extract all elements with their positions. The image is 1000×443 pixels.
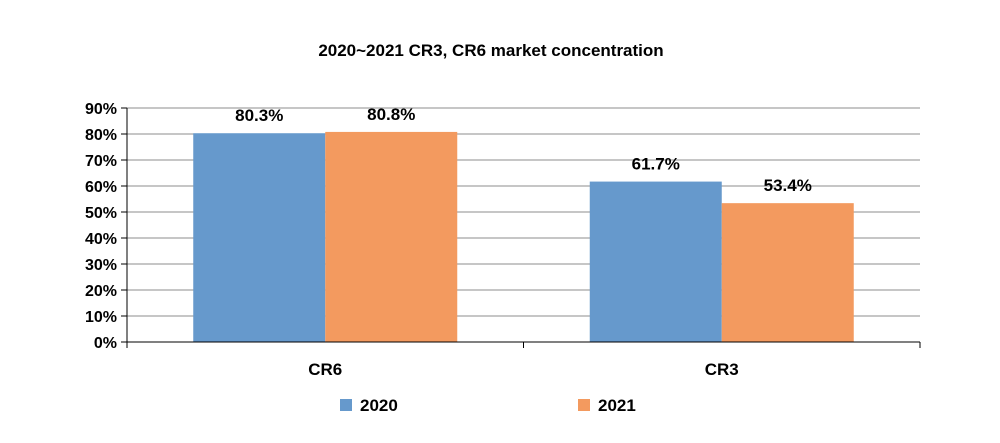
y-tick-label: 60% bbox=[85, 179, 117, 196]
category-label: CR6 bbox=[308, 360, 342, 379]
y-tick-label: 10% bbox=[85, 309, 117, 326]
y-tick-label: 80% bbox=[85, 127, 117, 144]
bar-2020-CR3 bbox=[589, 181, 722, 342]
chart-title: 2020~2021 CR3, CR6 market concentration bbox=[318, 41, 663, 60]
y-tick-label: 70% bbox=[85, 153, 117, 170]
data-label: 80.8% bbox=[367, 105, 415, 124]
legend: 2020 2021 bbox=[340, 396, 636, 415]
y-axis: 0% 10% 20% 30% 40% 50% 60% 70% 80% 90% bbox=[85, 101, 128, 352]
x-axis: CR6 CR3 bbox=[126, 341, 921, 379]
data-label: 61.7% bbox=[632, 155, 680, 174]
y-tick-label: 50% bbox=[85, 205, 117, 222]
bar-2021-CR6 bbox=[325, 131, 458, 342]
legend-label: 2020 bbox=[360, 396, 398, 415]
legend-swatch-2020 bbox=[340, 399, 352, 411]
legend-label: 2021 bbox=[598, 396, 636, 415]
data-label: 53.4% bbox=[764, 176, 812, 195]
category-label: CR3 bbox=[705, 360, 739, 379]
y-tick-label: 0% bbox=[94, 335, 117, 352]
y-tick-label: 20% bbox=[85, 283, 117, 300]
data-label: 80.3% bbox=[235, 106, 283, 125]
legend-swatch-2021 bbox=[578, 399, 590, 411]
bars: 80.3% 80.8% 61.7% 53.4% bbox=[193, 105, 854, 342]
bar-2020-CR6 bbox=[193, 133, 326, 342]
bar-2021-CR3 bbox=[721, 203, 854, 342]
y-tick-label: 40% bbox=[85, 231, 117, 248]
y-tick-label: 30% bbox=[85, 257, 117, 274]
y-tick-label: 90% bbox=[85, 101, 117, 118]
